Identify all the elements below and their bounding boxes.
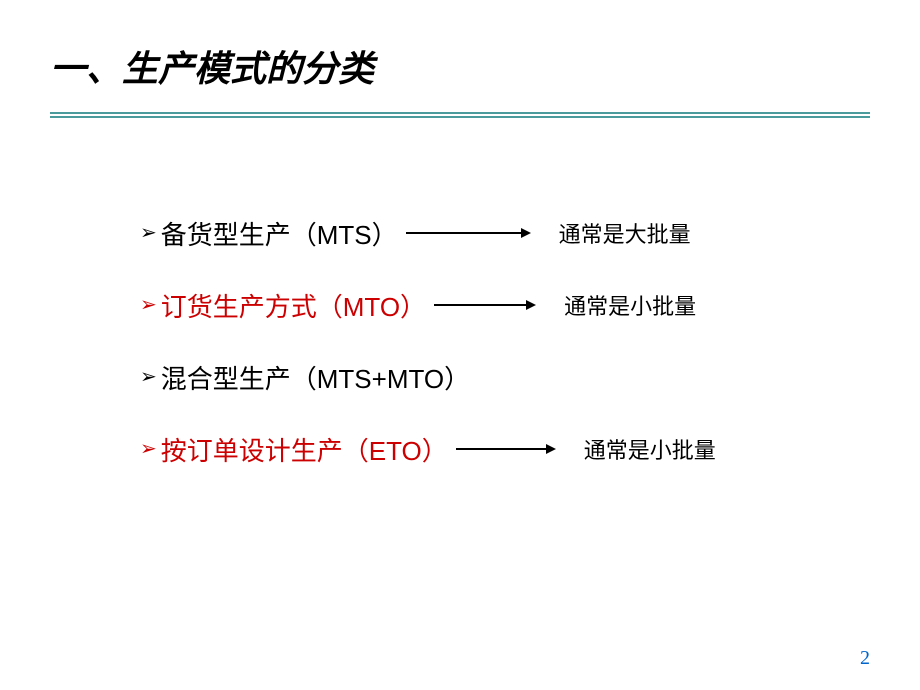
- divider-line-top: [50, 112, 870, 114]
- item-text: 混合型生产（MTS+MTO）: [161, 359, 470, 396]
- bullet-icon: ➢: [140, 223, 157, 243]
- arrow-line: [434, 304, 526, 306]
- item-text: 备货型生产（MTS）: [161, 215, 398, 252]
- content-area: ➢ 备货型生产（MTS） 通常是大批量 ➢ 订货生产方式（MTO） 通常是小批量…: [50, 218, 870, 464]
- annotation-text: 通常是小批量: [584, 433, 716, 465]
- item-text: 订货生产方式（MTO）: [161, 287, 426, 324]
- annotation-text: 通常是小批量: [564, 289, 696, 321]
- arrow-head: [526, 300, 536, 310]
- bullet-icon: ➢: [140, 439, 157, 459]
- bullet-icon: ➢: [140, 295, 157, 315]
- slide-container: 一、生产模式的分类 ➢ 备货型生产（MTS） 通常是大批量 ➢ 订货生产方式（M…: [0, 0, 920, 690]
- bullet-icon: ➢: [140, 367, 157, 387]
- arrow-line: [406, 232, 521, 234]
- list-item: ➢ 按订单设计生产（ETO） 通常是小批量: [140, 434, 870, 464]
- arrow-icon: [456, 444, 556, 454]
- title-divider: [50, 112, 870, 118]
- annotation-text: 通常是大批量: [559, 217, 691, 249]
- list-item: ➢ 备货型生产（MTS） 通常是大批量: [140, 218, 870, 248]
- item-text: 按订单设计生产（ETO）: [161, 431, 448, 468]
- divider-line-bottom: [50, 116, 870, 118]
- arrow-icon: [406, 228, 531, 238]
- slide-title: 一、生产模式的分类: [50, 40, 870, 92]
- list-item: ➢ 混合型生产（MTS+MTO）: [140, 362, 870, 392]
- arrow-icon: [434, 300, 536, 310]
- arrow-head: [546, 444, 556, 454]
- list-item: ➢ 订货生产方式（MTO） 通常是小批量: [140, 290, 870, 320]
- page-number: 2: [860, 647, 870, 670]
- arrow-line: [456, 448, 546, 450]
- arrow-head: [521, 228, 531, 238]
